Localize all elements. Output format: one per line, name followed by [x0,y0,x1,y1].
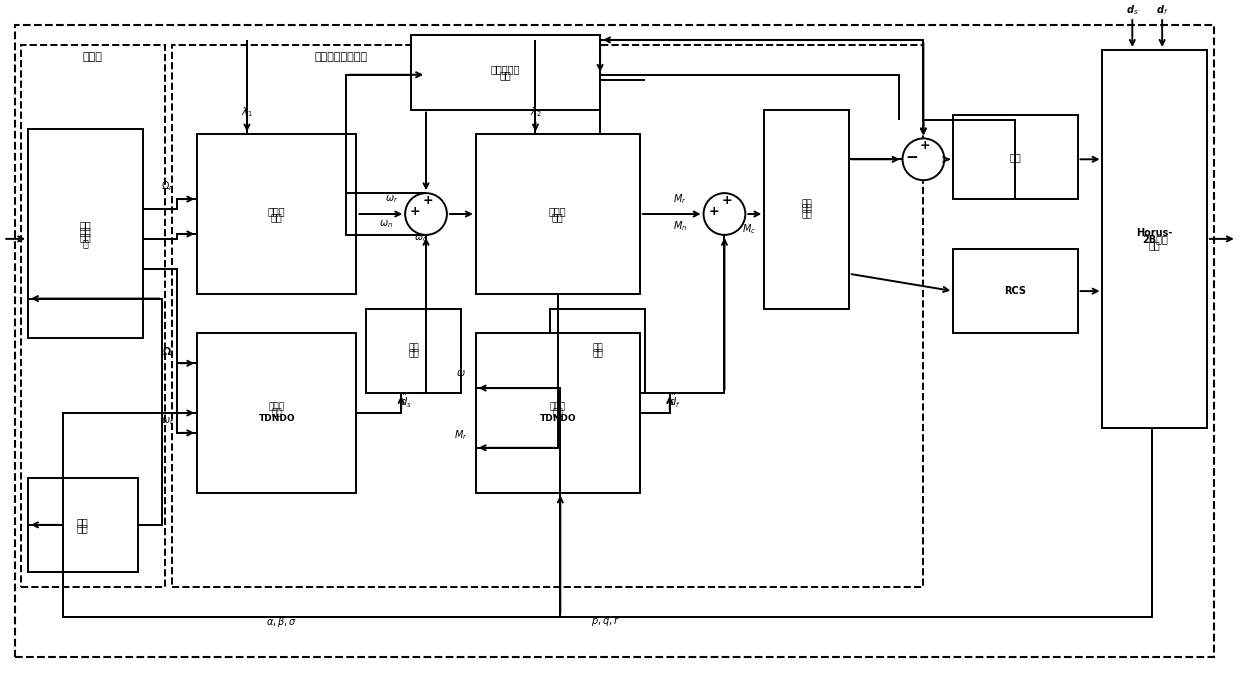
Text: $\omega$: $\omega$ [456,368,466,378]
Text: 增益: 增益 [408,343,419,353]
Text: 力矩: 力矩 [801,205,812,213]
Text: +: + [722,194,732,207]
Text: RCS: RCS [1004,286,1027,296]
Text: 回路: 回路 [552,212,564,222]
Text: 反步法姿态控制器: 反步法姿态控制器 [315,52,368,62]
Text: $\hat{d}_f$: $\hat{d}_f$ [668,392,681,410]
Bar [954,249,1078,333]
Text: 辅助抗饱和: 辅助抗饱和 [491,64,521,74]
Bar [412,35,600,110]
Text: $M_c$: $M_c$ [743,222,756,236]
Text: 模型: 模型 [1148,240,1161,250]
Text: $\omega_n$: $\omega_n$ [379,218,393,230]
Text: $M_r$: $M_r$ [673,192,687,206]
Text: 回路: 回路 [553,409,563,417]
Bar [29,478,138,572]
Text: 姿态角: 姿态角 [268,206,285,216]
Bar [29,129,143,339]
Text: 角速率: 角速率 [549,402,565,412]
Text: 校正: 校正 [79,226,92,236]
Text: 分配: 分配 [801,210,812,219]
Text: 回路: 回路 [270,212,283,222]
Circle shape [405,193,446,235]
Text: $\omega_c$: $\omega_c$ [414,232,428,244]
Text: $p,q,r$: $p,q,r$ [590,615,620,629]
Text: 调节: 调节 [593,349,603,358]
Text: 调节: 调节 [408,349,419,358]
Text: $\omega_r$: $\omega_r$ [384,193,398,205]
Bar [197,135,356,293]
Bar [764,110,849,308]
Text: TDNDO: TDNDO [258,414,295,423]
Text: $\boldsymbol{d}_s$: $\boldsymbol{d}_s$ [1126,3,1138,17]
Text: $\lambda_2$: $\lambda_2$ [529,106,542,119]
Text: 模块: 模块 [77,523,89,533]
Text: TDNDO: TDNDO [539,414,577,423]
Text: $\boldsymbol{\Omega}$: $\boldsymbol{\Omega}$ [162,345,172,357]
Bar [954,114,1078,199]
Text: 角速率: 角速率 [549,206,567,216]
Bar [1102,50,1207,428]
Bar [197,333,356,493]
Bar [21,45,165,587]
Text: $M_r$: $M_r$ [454,428,467,441]
Text: 反馈: 反馈 [77,517,89,527]
Bar [551,308,645,393]
Text: 系统: 系统 [500,71,511,80]
Text: $\alpha,\beta,\sigma$: $\alpha,\beta,\sigma$ [267,615,298,629]
Bar [366,308,461,393]
Text: 增益: 增益 [593,343,603,353]
Text: +: + [708,205,719,217]
Bar [476,135,640,293]
Text: +: + [920,139,931,152]
Text: $\hat{d}_s$: $\hat{d}_s$ [401,392,412,410]
Text: 姿态角: 姿态角 [269,402,285,412]
Bar [476,333,640,493]
Text: $\boldsymbol{d}_f$: $\boldsymbol{d}_f$ [1156,3,1168,17]
Text: $M_n$: $M_n$ [672,219,687,233]
Text: $\Omega_r$: $\Omega_r$ [161,179,174,193]
Text: 制导: 制导 [79,232,92,242]
Text: 回路: 回路 [272,409,283,417]
Text: 2B数学: 2B数学 [1142,234,1168,244]
Text: $\omega_r$: $\omega_r$ [161,415,174,427]
Bar [172,45,924,587]
Text: 制导环: 制导环 [83,52,103,62]
Text: 环: 环 [82,238,88,248]
Text: +: + [409,205,420,217]
Circle shape [703,193,745,235]
Circle shape [903,139,945,180]
Text: +: + [423,194,433,207]
Text: $\lambda_1$: $\lambda_1$ [241,106,253,119]
Text: 控制: 控制 [801,199,812,208]
Text: −: − [905,150,918,165]
Text: 预测: 预测 [79,219,92,229]
Text: 舵面: 舵面 [1009,152,1022,162]
Text: Horus-: Horus- [1137,227,1173,238]
